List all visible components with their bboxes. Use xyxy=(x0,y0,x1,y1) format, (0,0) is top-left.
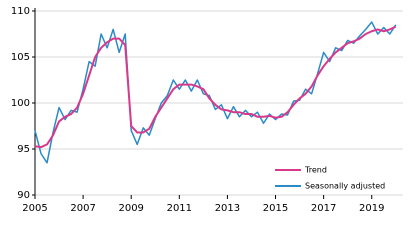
x-tick-label: 2011 xyxy=(167,203,192,214)
x-tick-label: 2019 xyxy=(359,203,384,214)
y-tick-label: 110 xyxy=(11,6,30,17)
y-tick-label: 95 xyxy=(17,144,30,155)
x-tick-label: 2005 xyxy=(22,203,47,214)
y-tick-label: 105 xyxy=(11,52,30,63)
x-tick-label: 2007 xyxy=(70,203,95,214)
series-line xyxy=(34,21,397,164)
legend-label: Seasonally adjusted xyxy=(305,182,385,191)
x-tick-label: 2015 xyxy=(263,203,288,214)
x-tick-label: 2017 xyxy=(311,203,336,214)
legend-label: Trend xyxy=(304,166,327,175)
y-tick-label: 90 xyxy=(17,190,30,201)
y-tick-label: 100 xyxy=(11,98,30,109)
x-tick-label: 2009 xyxy=(118,203,143,214)
x-tick-label: 2013 xyxy=(215,203,240,214)
series-line xyxy=(34,25,397,149)
chart: 90 95 100 105 110 2005 2007 2009 2011 2013 2015 201… xyxy=(11,6,403,214)
